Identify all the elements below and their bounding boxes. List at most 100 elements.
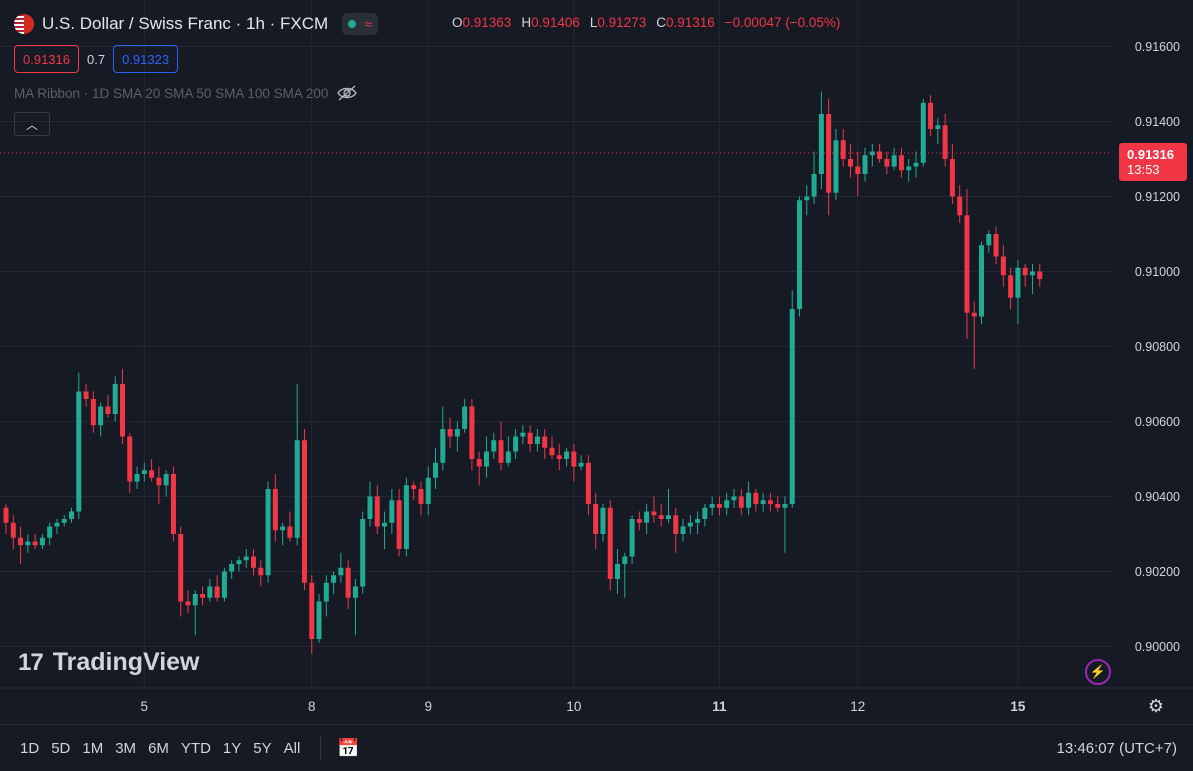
candle xyxy=(90,391,96,433)
candle xyxy=(578,455,584,471)
candle-body xyxy=(163,474,169,486)
candle xyxy=(265,481,271,583)
candle xyxy=(840,129,846,167)
candle xyxy=(767,492,773,512)
lightning-icon[interactable]: ⚡ xyxy=(1085,659,1111,685)
candle xyxy=(702,504,708,527)
candle-body xyxy=(352,586,358,598)
candle-body xyxy=(1000,256,1006,276)
candle-body xyxy=(112,384,118,414)
candle xyxy=(163,470,169,497)
candle xyxy=(724,492,730,516)
candle-body xyxy=(54,522,60,527)
candle xyxy=(855,151,861,197)
candle xyxy=(331,571,337,594)
date-range-icon[interactable]: 📅 xyxy=(337,737,360,758)
candle-body xyxy=(69,511,75,519)
price-tick-label: 0.90000 xyxy=(1135,640,1180,654)
candle xyxy=(433,447,439,489)
candle-body xyxy=(840,140,846,159)
candle-body xyxy=(134,474,140,482)
market-status-pill[interactable]: ≈ xyxy=(342,13,378,35)
candle xyxy=(178,526,184,617)
candle-body xyxy=(374,496,380,527)
candle-body xyxy=(695,519,701,523)
candle xyxy=(775,496,781,512)
candle xyxy=(440,406,446,471)
usd-chf-flag-icon xyxy=(14,14,34,34)
candle xyxy=(585,455,591,516)
candle xyxy=(469,399,475,471)
candle-body xyxy=(564,451,570,459)
candle xyxy=(622,552,628,598)
timeframe-1d[interactable]: 1D xyxy=(20,739,40,757)
time-tick-label: 12 xyxy=(850,699,865,714)
candle xyxy=(971,301,977,369)
time-tick-label: 5 xyxy=(141,699,149,714)
chart-grid xyxy=(0,0,1193,689)
candle xyxy=(338,552,344,583)
candle xyxy=(447,417,453,448)
indicator-legend[interactable]: MA Ribbon · 1D SMA 20 SMA 50 SMA 100 SMA… xyxy=(14,84,358,102)
collapse-legend-button[interactable]: ︿ xyxy=(14,112,50,136)
candle-body xyxy=(345,567,351,598)
candle-body xyxy=(687,522,693,527)
candle-body xyxy=(301,440,307,583)
toolbar-divider xyxy=(320,736,322,760)
candle-body xyxy=(498,440,504,463)
candle-body xyxy=(600,507,606,534)
candle-body xyxy=(644,511,650,523)
price-tick-label: 0.91400 xyxy=(1135,115,1180,129)
candle-body xyxy=(200,594,206,598)
candle-body xyxy=(61,519,67,523)
candle-body xyxy=(425,477,431,504)
candle xyxy=(367,481,373,527)
candle-body xyxy=(709,504,715,508)
timeframe-1y[interactable]: 1Y xyxy=(222,739,242,757)
timeframe-3m[interactable]: 3M xyxy=(115,739,137,757)
candle xyxy=(491,432,497,459)
timeframe-5y[interactable]: 5Y xyxy=(253,739,272,757)
timeframe-6m[interactable]: 6M xyxy=(148,739,169,757)
candle xyxy=(644,504,650,534)
timeframe-5d[interactable]: 5D xyxy=(51,739,71,757)
candle xyxy=(957,185,963,223)
candle-body xyxy=(119,384,125,437)
candle xyxy=(534,429,540,452)
candle-body xyxy=(833,140,839,193)
timeframe-ytd[interactable]: YTD xyxy=(180,739,211,757)
candle xyxy=(884,151,890,174)
candle-body xyxy=(665,515,671,519)
candle-body xyxy=(156,477,162,486)
clock-timezone[interactable]: 13:46:07 (UTC+7) xyxy=(1056,739,1177,757)
candle-body xyxy=(724,500,730,508)
candle-body xyxy=(913,162,919,167)
candle-body xyxy=(775,504,781,508)
candle-body xyxy=(898,155,904,171)
timeframe-1m[interactable]: 1M xyxy=(82,739,104,757)
candle xyxy=(979,241,985,324)
candle xyxy=(287,511,293,542)
candle xyxy=(665,489,671,523)
candle xyxy=(964,189,970,339)
candle-body xyxy=(1015,267,1021,298)
candle xyxy=(280,522,286,546)
gear-icon[interactable]: ⚙ xyxy=(1147,695,1165,716)
candle xyxy=(1008,267,1014,309)
symbol-title[interactable]: U.S. Dollar / Swiss Franc · 1h · FXCM xyxy=(42,14,329,33)
eye-slash-icon[interactable] xyxy=(336,84,358,102)
buy-button[interactable]: 0.91323 xyxy=(113,45,179,73)
candle-body xyxy=(10,522,16,538)
candle xyxy=(556,444,562,471)
candle-body xyxy=(98,406,104,426)
candle xyxy=(869,144,875,167)
time-tick-label: 8 xyxy=(308,699,316,714)
candle xyxy=(709,496,715,516)
timeframe-all[interactable]: All xyxy=(283,739,301,757)
candle xyxy=(738,489,744,516)
candle-body xyxy=(702,507,708,519)
bottom-toolbar: 1D 5D 1M 3M 6M YTD 1Y 5Y All 📅 13:46:07 … xyxy=(0,724,1193,771)
candle-body xyxy=(1008,275,1014,298)
sell-button[interactable]: 0.91316 xyxy=(14,45,79,73)
